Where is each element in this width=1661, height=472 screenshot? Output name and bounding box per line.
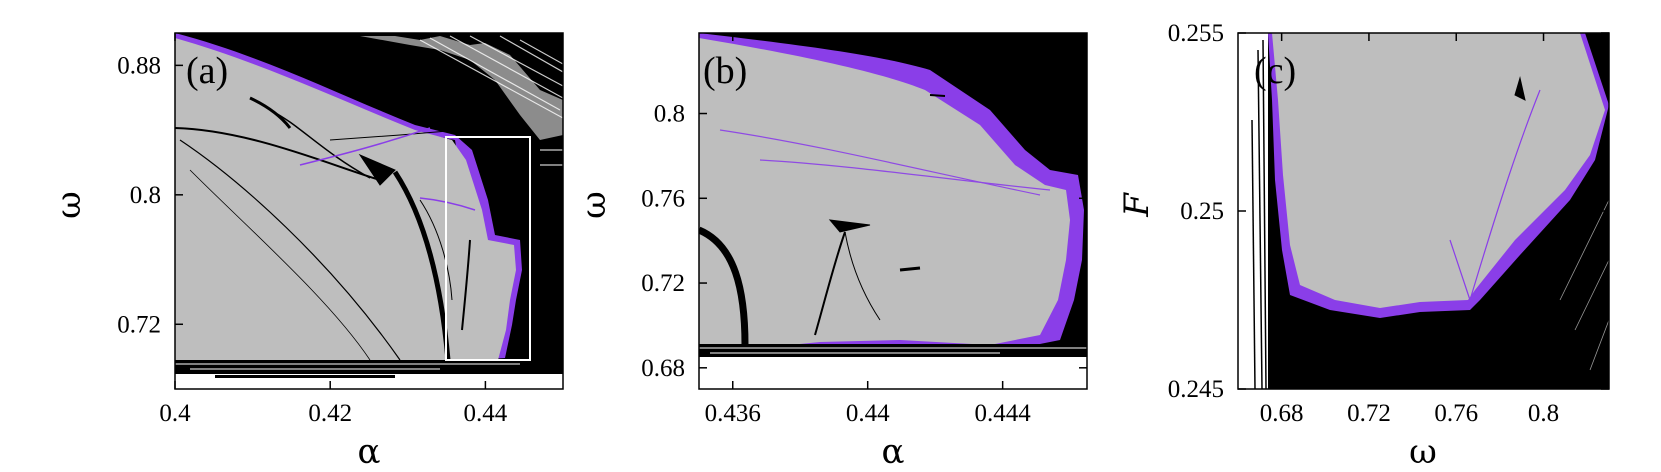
panel-c-xlabel: ω	[1409, 432, 1437, 472]
panel-b-xlabel: α	[882, 432, 905, 472]
panel-b-purple-traces	[719, 129, 1051, 196]
panel-c-right-stripes	[1559, 199, 1609, 371]
panel-a-lower-band	[175, 360, 563, 389]
panel-a-zoom-box	[445, 136, 531, 361]
panel-a-chaotic-filaments	[175, 96, 471, 361]
panel-c-quasiperiodic-region	[1272, 33, 1605, 308]
panel-a-xlabel: α	[358, 432, 381, 472]
y-tick-label: 0.68	[641, 355, 685, 382]
y-tick-label: 0.88	[117, 52, 161, 79]
panel-a-plot-area	[175, 33, 563, 389]
panel-c-axes: 0.68 0.72 0.76 0.8 0.245 0.25 0.255	[1168, 20, 1609, 427]
panel-c: 0.68 0.72 0.76 0.8 0.245 0.25 0.255 (c) ω F	[1117, 20, 1610, 472]
panel-b-label: (b)	[703, 50, 747, 92]
x-tick-label: 0.72	[1347, 400, 1391, 427]
y-tick-label: 0.8	[130, 182, 161, 209]
panel-c-ylabel: F	[1117, 192, 1157, 218]
panel-b-quasiperiodic-region	[699, 38, 1070, 350]
panel-b-lower-band	[699, 344, 1087, 389]
y-tick-label: 0.25	[1180, 198, 1224, 225]
x-tick-label: 0.42	[308, 400, 352, 427]
x-tick-label: 0.44	[846, 400, 890, 427]
panel-a-stripes	[419, 35, 563, 166]
x-tick-label: 0.44	[464, 400, 508, 427]
y-tick-label: 0.8	[654, 101, 685, 128]
y-tick-label: 0.255	[1168, 20, 1224, 47]
x-tick-label: 0.76	[1434, 400, 1478, 427]
panel-a-striped-region	[360, 36, 563, 140]
x-tick-label: 0.4	[159, 400, 191, 427]
x-tick-label: 0.444	[975, 400, 1032, 427]
panel-b-plot-area	[699, 33, 1087, 389]
panel-a: 0.4 0.42 0.44 0.72 0.8 0.88 (a) α ω	[49, 32, 564, 472]
panel-c-label: (c)	[1254, 50, 1296, 92]
panel-a-label: (a)	[186, 50, 228, 92]
panel-b: 0.436 0.44 0.444 0.68 0.72 0.76 0.8 (b) α ω	[574, 32, 1088, 472]
panel-c-left-stripes	[1251, 39, 1267, 389]
x-tick-label: 0.8	[1528, 400, 1559, 427]
panel-c-chaotic-features	[1514, 39, 1609, 101]
panel-a-purple-traces	[299, 127, 476, 211]
panel-c-purple-traces	[1449, 89, 1541, 301]
panel-b-chaotic-features	[699, 94, 946, 346]
panel-b-ylabel: ω	[574, 191, 614, 219]
y-tick-label: 0.72	[641, 270, 685, 297]
y-tick-label: 0.76	[641, 185, 685, 212]
panel-c-plot-area	[1238, 33, 1609, 389]
panel-a-ylabel: ω	[49, 191, 89, 219]
x-tick-label: 0.68	[1260, 400, 1304, 427]
panel-a-quasiperiodic-region	[175, 38, 516, 370]
y-tick-label: 0.245	[1168, 376, 1224, 403]
x-tick-label: 0.436	[705, 400, 761, 427]
panel-a-axes: 0.4 0.42 0.44 0.72 0.8 0.88	[117, 33, 563, 427]
panel-a-frame	[174, 32, 564, 390]
panel-b-axes: 0.436 0.44 0.444 0.68 0.72 0.76 0.8	[641, 33, 1087, 427]
panel-b-frame	[698, 32, 1088, 390]
y-tick-label: 0.72	[117, 311, 161, 338]
